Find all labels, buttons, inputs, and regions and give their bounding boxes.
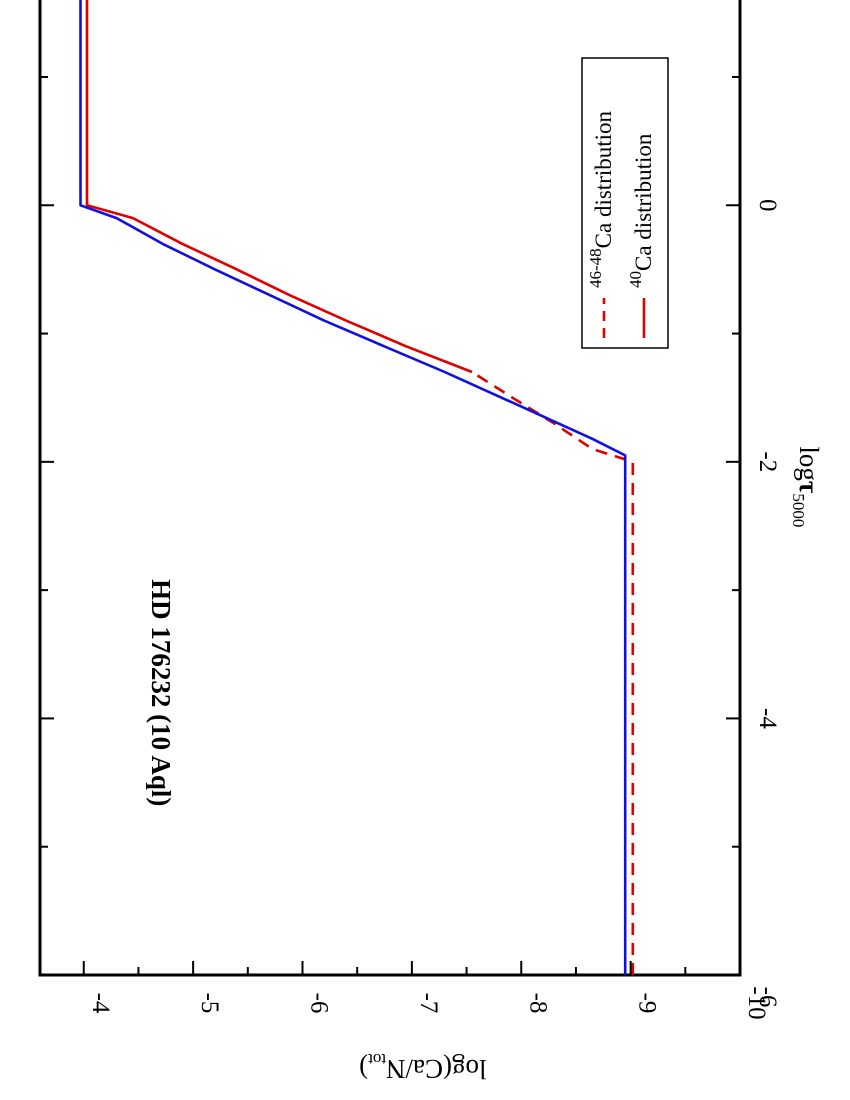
- y-tick-label: -8: [524, 993, 551, 1014]
- x-axis-title-main: log: [794, 446, 824, 481]
- y-tick-label: -5: [196, 993, 223, 1014]
- y-axis-title-prefix: log(Ca/N: [386, 1054, 487, 1084]
- y-tick-label: -7: [415, 993, 442, 1014]
- legend-label-0: 46-48Ca distribution: [586, 110, 616, 288]
- y-tick-label: -6: [306, 993, 333, 1014]
- plot-frame: [38, 0, 742, 977]
- legend-label-sup: 40: [626, 271, 645, 288]
- x-axis-title-sub: 5000: [789, 493, 808, 527]
- x-tick-label: 0: [754, 199, 781, 212]
- plot-layer: -6 -4 -2 0 -10 -9 -8 -7 -6 -5 -4 logτ5000 log(Ca/Nto…: [38, 0, 824, 1084]
- series-line-2: [79, 0, 627, 975]
- legend-label-text: Ca distribution: [591, 110, 616, 248]
- x-tick-label: -2: [754, 451, 781, 472]
- x-axis-title: logτ5000: [789, 446, 824, 527]
- series-line-0: [471, 370, 635, 975]
- y-tick-label: -9: [634, 993, 661, 1014]
- y-axis-title: log(Ca/Ntot): [359, 1050, 486, 1084]
- x-tick-label: -6: [754, 987, 781, 1008]
- legend-label-text: Ca distribution: [631, 133, 656, 271]
- y-axis-title-suffix: ): [359, 1054, 368, 1084]
- y-tick-label: -10: [743, 986, 770, 1019]
- series-line-1: [85, 0, 473, 374]
- star-annotation: HD 176232 (10 Aql): [146, 579, 176, 806]
- x-tick-label: -4: [754, 708, 781, 729]
- y-tick-label: -4: [87, 993, 114, 1014]
- legend-label-sup: 46-48: [586, 248, 605, 288]
- x-axis-title-tau: τ: [794, 481, 824, 494]
- legend-box: [581, 57, 669, 349]
- y-axis-title-sub: tot: [368, 1050, 386, 1069]
- legend-label-1: 40Ca distribution: [626, 133, 656, 288]
